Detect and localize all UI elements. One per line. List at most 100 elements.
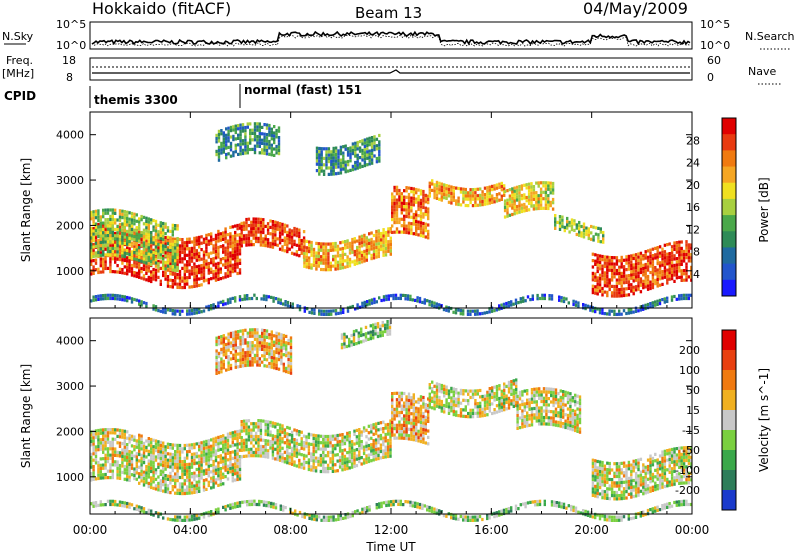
range-gate-cell: [119, 258, 121, 261]
range-gate-cell: [359, 150, 361, 153]
range-gate-cell: [279, 452, 281, 455]
range-gate-cell: [402, 294, 404, 297]
range-gate-cell: [255, 441, 257, 444]
range-gate-cell: [217, 249, 219, 252]
range-gate-cell: [241, 436, 243, 439]
range-gate-cell: [594, 260, 596, 263]
range-gate-cell: [224, 475, 226, 478]
range-gate-cell: [232, 431, 234, 434]
range-gate-cell: [453, 196, 455, 199]
range-gate-cell: [131, 225, 133, 228]
range-gate-cell: [575, 301, 577, 304]
range-gate-cell: [683, 259, 685, 262]
range-gate-cell: [169, 446, 171, 449]
range-gate-cell: [217, 455, 219, 458]
range-gate-cell: [281, 229, 283, 232]
range-gate-cell: [457, 309, 459, 312]
range-gate-cell: [506, 211, 508, 214]
range-gate-cell: [625, 274, 627, 277]
range-gate-cell: [533, 185, 535, 188]
range-gate-cell: [257, 224, 259, 227]
range-gate-cell: [176, 240, 178, 243]
range-gate-cell: [325, 470, 327, 473]
range-gate-cell: [391, 402, 393, 405]
range-gate-cell: [265, 439, 267, 442]
range-gate-cell: [174, 246, 176, 249]
range-gate-cell: [193, 253, 195, 256]
range-gate-cell: [174, 269, 176, 272]
freq-panel: Freq. [MHz] 18 8 60 0 Nave: [2, 54, 782, 84]
range-gate-cell: [472, 310, 474, 313]
range-gate-cell: [375, 240, 377, 243]
range-gate-cell: [637, 256, 639, 259]
range-gate-cell: [241, 231, 243, 234]
range-gate-cell: [92, 443, 94, 446]
range-gate-cell: [298, 238, 300, 241]
range-gate-cell: [325, 265, 327, 268]
range-gate-cell: [346, 461, 348, 464]
range-gate-cell: [107, 240, 109, 243]
range-gate-cell: [220, 129, 222, 132]
range-gate-cell: [325, 243, 327, 246]
range-gate-cell: [136, 242, 138, 245]
range-gate-cell: [363, 253, 365, 256]
range-gate-cell: [618, 288, 620, 291]
range-gate-cell: [533, 191, 535, 194]
range-gate-cell: [277, 432, 279, 435]
range-gate-cell: [236, 246, 238, 249]
range-gate-cell: [277, 237, 279, 240]
range-gate-cell: [138, 227, 140, 230]
range-gate-cell: [347, 147, 349, 150]
range-gate-cell: [277, 448, 279, 451]
range-gate-cell: [100, 244, 102, 247]
range-gate-cell: [361, 434, 363, 437]
range-gate-cell: [606, 312, 608, 315]
range-gate-cell: [239, 465, 241, 468]
range-gate-cell: [188, 482, 190, 485]
range-gate-cell: [253, 445, 255, 448]
range-gate-cell: [95, 461, 97, 464]
range-gate-cell: [186, 270, 188, 273]
range-gate-cell: [245, 221, 247, 224]
range-gate-cell: [259, 151, 261, 154]
range-gate-cell: [330, 246, 332, 249]
range-gate-cell: [262, 225, 264, 228]
range-gate-cell: [181, 473, 183, 476]
range-gate-cell: [220, 438, 222, 441]
range-gate-cell: [205, 440, 207, 443]
range-gate-cell: [489, 189, 491, 192]
range-gate-cell: [126, 462, 128, 465]
range-gate-cell: [339, 456, 341, 459]
range-gate-cell: [200, 274, 202, 277]
range-gate-cell: [198, 464, 200, 467]
range-gate-cell: [685, 253, 687, 256]
range-gate-cell: [296, 250, 298, 253]
freq-frame: [90, 58, 692, 80]
range-gate-cell: [102, 448, 104, 451]
range-gate-cell: [109, 253, 111, 256]
range-gate-cell: [349, 150, 351, 153]
range-gate-cell: [236, 224, 238, 227]
range-gate-cell: [193, 484, 195, 487]
range-gate-cell: [107, 447, 109, 450]
range-gate-cell: [457, 197, 459, 200]
range-gate-cell: [621, 291, 623, 294]
range-gate-cell: [225, 134, 227, 137]
range-gate-cell: [277, 298, 279, 301]
range-gate-cell: [281, 223, 283, 226]
range-gate-cell: [387, 243, 389, 246]
range-gate-cell: [186, 244, 188, 247]
range-gate-cell: [143, 245, 145, 248]
range-gate-cell: [133, 242, 135, 245]
range-gate-cell: [277, 228, 279, 231]
range-gate-cell: [422, 200, 424, 203]
range-gate-cell: [349, 441, 351, 444]
range-gate-cell: [157, 463, 159, 466]
range-gate-cell: [375, 252, 377, 255]
range-gate-cell: [417, 227, 419, 230]
range-gate-cell: [400, 297, 402, 300]
range-gate-cell: [576, 233, 578, 236]
range-gate-cell: [429, 194, 431, 197]
range-gate-cell: [289, 433, 291, 436]
range-gate-cell: [640, 258, 642, 261]
